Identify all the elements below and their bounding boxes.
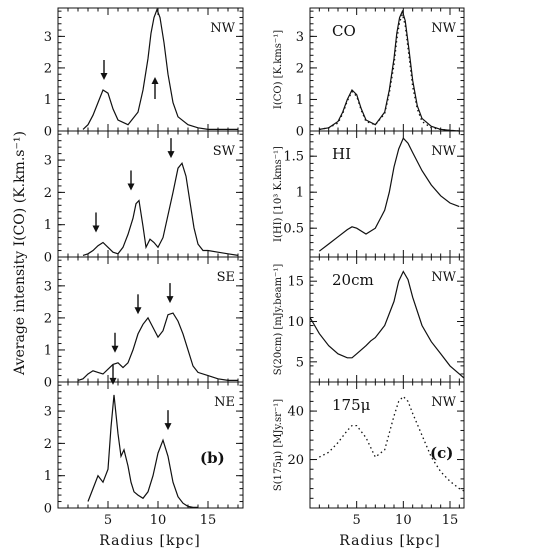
left-y-axis-label: Average intensity I(CO) (K.km.s⁻¹) (12, 131, 28, 376)
tracer-name: 20cm (332, 271, 374, 289)
y-tick-label: 2 (296, 61, 304, 76)
region-label: NE (214, 395, 235, 410)
y-tick-label: 0 (44, 502, 52, 517)
region-label: NW (431, 270, 456, 285)
y-tick-label: 1 (296, 186, 304, 201)
arrow-head (166, 296, 174, 304)
y-tick-label: 1 (296, 93, 304, 108)
y-tick-label: 3 (44, 30, 52, 45)
y-axis-label: I(HI) [10³ K.kms⁻¹] (273, 146, 284, 242)
panel-left-3: 0 1 2 3 SE (44, 256, 244, 391)
marker-arrow (151, 77, 159, 99)
y-axis-label: S(20cm) [mJy.beam⁻¹] (273, 264, 284, 376)
series-line (82, 7, 238, 130)
panel-c-tag: (c) (430, 444, 453, 462)
arrow-head (100, 73, 108, 80)
y-tick-label: 1 (44, 343, 52, 358)
panel-left-1: 0 1 2 3 NW (44, 7, 244, 140)
panel-right-3: 5 10 15 NW 20cm S(20cm) [mJy.beam⁻¹] (273, 256, 465, 383)
region-label: NW (431, 144, 456, 159)
y-tick-label: 5 (296, 355, 304, 370)
y-tick-label: 2 (44, 61, 52, 76)
marker-arrow (164, 410, 172, 431)
arrow-head (167, 151, 175, 159)
marker-arrow (100, 60, 108, 80)
marker-arrow (109, 364, 117, 385)
tracer-name: 175μ (332, 396, 371, 414)
right-x-axis-label: Radius [kpc] (339, 533, 441, 549)
arrow-head (134, 307, 142, 315)
x-tick-label: 10 (395, 513, 412, 528)
x-tick-label: 10 (150, 513, 167, 528)
y-tick-label: 2 (44, 437, 52, 452)
region-label: NW (210, 21, 235, 36)
panel-right-2: 0.5 1 1.5 NW HI I(HI) [10³ K.kms⁻¹] (273, 130, 465, 258)
y-tick-label: 2 (44, 186, 52, 201)
y-tick-label: 0.5 (283, 222, 304, 237)
y-tick-label: 1 (44, 93, 52, 108)
region-label: SE (217, 270, 235, 285)
series-line (319, 12, 460, 132)
panel-frame (57, 256, 244, 383)
arrow-head (164, 423, 172, 431)
region-label: NW (431, 395, 456, 410)
y-tick-label: 0 (296, 125, 304, 140)
panel-right-1: 0 1 2 3 NW CO I(CO) [K.kms⁻¹] (273, 7, 465, 140)
y-tick-label: 1.5 (283, 150, 304, 165)
panel-b-tag: (b) (200, 449, 225, 467)
y-tick-label: 10 (287, 315, 304, 330)
marker-arrow (127, 170, 135, 191)
y-tick-label: 0 (44, 376, 52, 391)
series-line (309, 270, 465, 379)
arrow-head (151, 77, 159, 84)
x-tick-label: 5 (104, 513, 112, 528)
x-tick-label: 15 (200, 513, 217, 528)
x-tick-label: 15 (442, 513, 459, 528)
panel-right-4: 5 10 15 20 40 NW 175μ S(175μ) [MJy.sr⁻¹] (273, 381, 465, 528)
y-tick-label: 3 (44, 405, 52, 420)
arrow-head (127, 183, 135, 191)
y-tick-label: 0 (44, 125, 52, 140)
series-line (82, 162, 239, 256)
arrow-head (111, 345, 119, 353)
panel-left-2: 0 1 2 3 SW (44, 130, 244, 266)
marker-arrow (92, 212, 100, 233)
y-tick-label: 1 (44, 469, 52, 484)
panel-frame (57, 381, 244, 509)
left-x-axis-label: Radius [kpc] (99, 533, 201, 549)
y-tick-label: 3 (44, 279, 52, 294)
y-tick-label: 20 (287, 453, 304, 468)
series-line (77, 312, 238, 381)
tracer-name: CO (332, 22, 356, 40)
y-axis-label: S(175μ) [MJy.sr⁻¹] (273, 399, 284, 491)
y-tick-label: 2 (44, 311, 52, 326)
y-tick-label: 1 (44, 218, 52, 233)
marker-arrow (111, 332, 119, 353)
y-tick-label: 3 (296, 30, 304, 45)
marker-arrow (134, 294, 142, 315)
region-label: SW (213, 144, 236, 159)
y-tick-label: 3 (44, 154, 52, 169)
marker-arrow (166, 283, 174, 304)
tracer-name: HI (332, 145, 351, 163)
panel-left-4: 5 10 15 0 1 2 3 NE (44, 364, 244, 528)
y-tick-label: 0 (44, 251, 52, 266)
arrow-head (109, 377, 117, 385)
series-line (87, 394, 198, 508)
panel-frame (309, 381, 465, 509)
series-line (319, 9, 460, 132)
y-tick-label: 15 (287, 275, 304, 290)
region-label: NW (431, 21, 456, 36)
y-tick-label: 40 (287, 405, 304, 420)
y-axis-label: I(CO) [K.kms⁻¹] (273, 30, 284, 109)
series-line (318, 137, 460, 252)
marker-arrow (167, 138, 175, 159)
x-tick-label: 5 (353, 513, 361, 528)
arrow-head (92, 225, 100, 233)
